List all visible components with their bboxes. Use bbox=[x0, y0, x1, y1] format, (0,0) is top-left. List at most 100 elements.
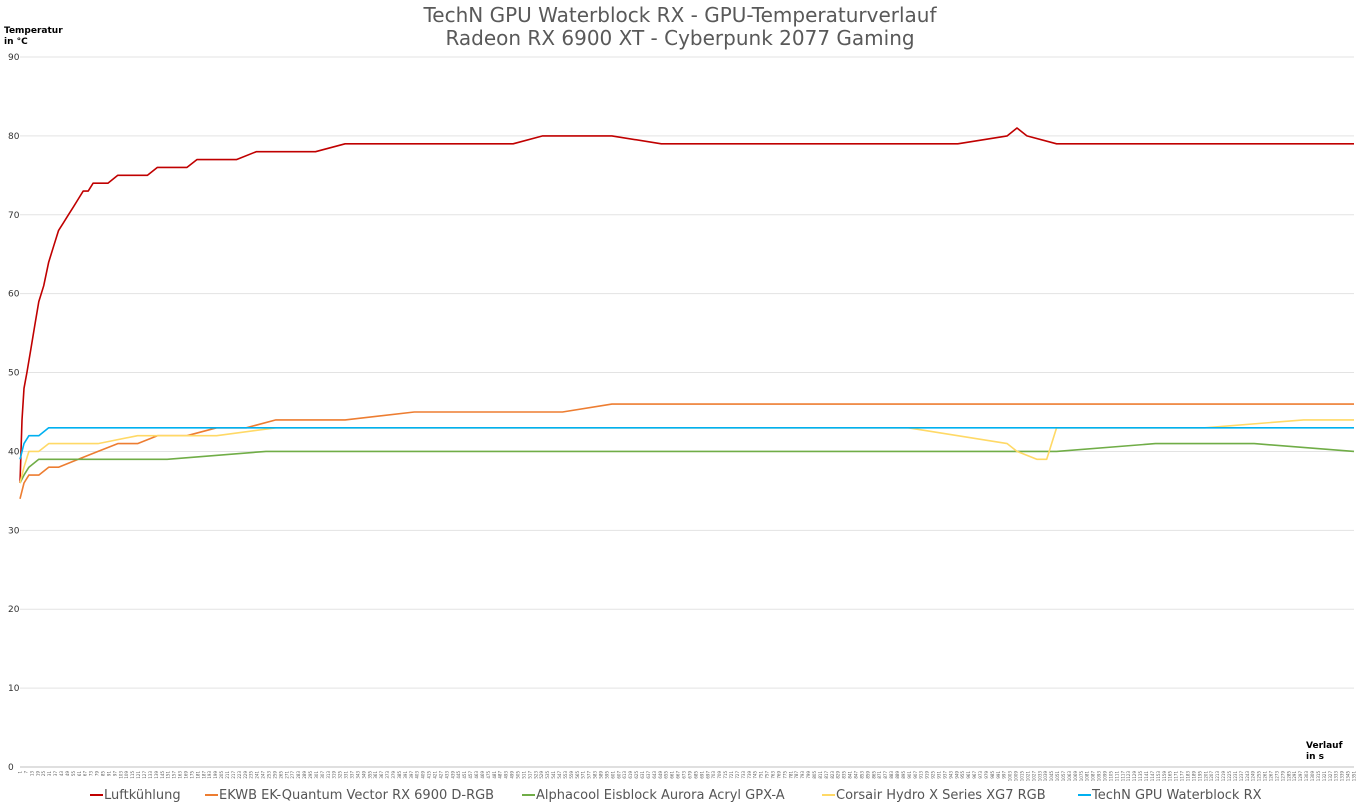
x-tick-label: 25 bbox=[41, 771, 46, 777]
x-tick-label: 841 bbox=[848, 771, 853, 779]
x-tick-label: 37 bbox=[53, 771, 58, 777]
x-tick-label: 361 bbox=[373, 771, 378, 779]
x-tick-label: 157 bbox=[172, 771, 177, 779]
x-tick-label: 1189 bbox=[1191, 771, 1196, 782]
y-tick-label: 10 bbox=[8, 684, 20, 694]
x-tick-label: 283 bbox=[296, 771, 301, 779]
x-tick-label: 793 bbox=[800, 771, 805, 779]
x-tick-label: 1309 bbox=[1310, 771, 1315, 782]
x-tick-label: 313 bbox=[326, 771, 331, 779]
x-tick-label: 229 bbox=[243, 771, 248, 779]
x-tick-label: 103 bbox=[118, 771, 123, 779]
x-tick-label: 1255 bbox=[1257, 771, 1262, 782]
x-tick-label: 391 bbox=[403, 771, 408, 779]
x-tick-label: 859 bbox=[865, 771, 870, 779]
x-tick-label: 1291 bbox=[1292, 771, 1297, 782]
x-tick-label: 631 bbox=[640, 771, 645, 779]
x-tick-label: 1117 bbox=[1120, 771, 1125, 782]
x-tick-label: 619 bbox=[628, 771, 633, 779]
x-tick-label: 763 bbox=[770, 771, 775, 779]
x-tick-label: 1105 bbox=[1108, 771, 1113, 782]
x-tick-label: 1135 bbox=[1138, 771, 1143, 782]
legend-label: Corsair Hydro X Series XG7 RGB bbox=[836, 788, 1046, 803]
x-tick-label: 811 bbox=[818, 771, 823, 779]
x-tick-label: 151 bbox=[166, 771, 171, 779]
x-tick-label: 175 bbox=[189, 771, 194, 779]
x-tick-label: 877 bbox=[883, 771, 888, 779]
x-tick-label: 379 bbox=[391, 771, 396, 779]
x-tick-label: 835 bbox=[842, 771, 847, 779]
x-tick-label: 709 bbox=[717, 771, 722, 779]
x-tick-label: 475 bbox=[486, 771, 491, 779]
x-tick-label: 883 bbox=[889, 771, 894, 779]
x-tick-label: 397 bbox=[409, 771, 414, 779]
x-tick-label: 181 bbox=[195, 771, 200, 779]
x-tick-label: 967 bbox=[972, 771, 977, 779]
x-tick-label: 919 bbox=[925, 771, 930, 779]
series-line-1 bbox=[19, 127, 1354, 484]
x-tick-label: 301 bbox=[314, 771, 319, 779]
x-tick-label: 295 bbox=[308, 771, 313, 779]
x-tick-label: 127 bbox=[142, 771, 147, 779]
y-tick-label: 40 bbox=[8, 447, 20, 457]
x-tick-label: 217 bbox=[231, 771, 236, 779]
x-tick-label: 337 bbox=[350, 771, 355, 779]
x-tick-label: 1315 bbox=[1316, 771, 1321, 782]
x-tick-label: 73 bbox=[89, 771, 94, 777]
x-tick-label: 889 bbox=[895, 771, 900, 779]
x-tick-label: 607 bbox=[616, 771, 621, 779]
x-tick-label: 613 bbox=[622, 771, 627, 779]
x-tick-label: 1021 bbox=[1025, 771, 1030, 782]
x-tick-label: 1033 bbox=[1037, 771, 1042, 782]
x-tick-label: 499 bbox=[510, 771, 515, 779]
x-tick-label: 481 bbox=[492, 771, 497, 779]
x-tick-label: 997 bbox=[1002, 771, 1007, 779]
x-tick-label: 559 bbox=[569, 771, 574, 779]
x-tick-label: 985 bbox=[990, 771, 995, 779]
x-tick-label: 601 bbox=[610, 771, 615, 779]
y-axis-label-line-1: Temperatur bbox=[4, 26, 63, 36]
x-tick-label: 1045 bbox=[1049, 771, 1054, 782]
x-tick-label: 403 bbox=[415, 771, 420, 779]
x-tick-label: 1321 bbox=[1322, 771, 1327, 782]
x-tick-label: 523 bbox=[533, 771, 538, 779]
x-tick-label: 79 bbox=[95, 771, 100, 777]
x-tick-label: 445 bbox=[456, 771, 461, 779]
x-tick-label: 757 bbox=[765, 771, 770, 779]
x-tick-label: 901 bbox=[907, 771, 912, 779]
x-tick-label: 895 bbox=[901, 771, 906, 779]
x-tick-label: 1093 bbox=[1097, 771, 1102, 782]
x-tick-label: 1 bbox=[18, 771, 23, 774]
x-tick-label: 121 bbox=[136, 771, 141, 779]
series-line-5 bbox=[19, 426, 1354, 460]
series-line-3 bbox=[19, 442, 1355, 484]
x-tick-label: 1243 bbox=[1245, 771, 1250, 782]
x-tick-label: 1249 bbox=[1251, 771, 1256, 782]
x-tick-label: 925 bbox=[931, 771, 936, 779]
x-tick-label: 649 bbox=[658, 771, 663, 779]
x-tick-label: 1351 bbox=[1352, 771, 1357, 782]
x-tick-label: 1285 bbox=[1286, 771, 1291, 782]
x-tick-label: 769 bbox=[776, 771, 781, 779]
x-tick-label: 373 bbox=[385, 771, 390, 779]
x-tick-label: 535 bbox=[545, 771, 550, 779]
x-tick-label: 949 bbox=[954, 771, 959, 779]
x-tick-label: 673 bbox=[682, 771, 687, 779]
x-tick-label: 247 bbox=[261, 771, 266, 779]
x-axis-ticks: 1 7 13 19 25 31 37 43 49 55 61 67 73 79 85 91 97 103 109 11… bbox=[18, 771, 1357, 782]
x-tick-label: 1159 bbox=[1162, 771, 1167, 782]
x-tick-label: 1237 bbox=[1239, 771, 1244, 782]
legend-item: Luftkühlung bbox=[90, 788, 181, 803]
legend-item: Corsair Hydro X Series XG7 RGB bbox=[822, 788, 1046, 803]
x-tick-label: 7 bbox=[23, 771, 28, 774]
x-tick-label: 55 bbox=[71, 771, 76, 777]
x-tick-label: 931 bbox=[936, 771, 941, 779]
x-tick-label: 529 bbox=[539, 771, 544, 779]
x-tick-label: 187 bbox=[201, 771, 206, 779]
x-tick-label: 343 bbox=[355, 771, 360, 779]
y-tick-label: 30 bbox=[8, 526, 20, 536]
x-tick-label: 1297 bbox=[1298, 771, 1303, 782]
x-tick-label: 517 bbox=[527, 771, 532, 779]
x-tick-label: 943 bbox=[948, 771, 953, 779]
